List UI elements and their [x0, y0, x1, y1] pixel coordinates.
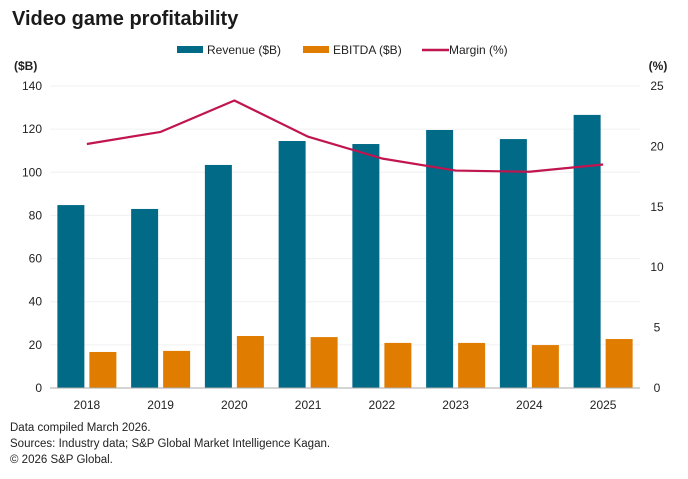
- y-left-tick-label: 80: [29, 208, 43, 222]
- chart-title: Video game profitability: [12, 8, 239, 30]
- y-left-tick-label: 100: [22, 165, 42, 179]
- chart-footer: Data compiled March 2026. Sources: Indus…: [10, 420, 330, 468]
- y-right-tick-label: 0: [654, 381, 661, 395]
- ebitda-bar: [163, 350, 191, 388]
- ebitda-bar: [531, 345, 559, 388]
- ebitda-bar: [605, 339, 633, 388]
- ebitda-bar: [458, 342, 486, 388]
- y-right-tick-label: 20: [650, 139, 664, 153]
- y-left-tick-label: 40: [29, 295, 43, 309]
- x-tick-label: 2018: [74, 398, 101, 412]
- y-right-tick-label: 15: [650, 200, 664, 214]
- y-left-tick-label: 140: [22, 79, 42, 93]
- y-left-tick-label: 0: [35, 381, 42, 395]
- y-left-tick-label: 60: [29, 252, 43, 266]
- x-tick-label: 2020: [221, 398, 248, 412]
- legend-label-margin: Margin (%): [449, 43, 508, 57]
- footer-copyright: © 2026 S&P Global.: [10, 454, 113, 466]
- y-left-tick-label: 20: [29, 338, 43, 352]
- x-tick-label: 2024: [516, 398, 543, 412]
- revenue-bar: [573, 114, 601, 389]
- y-right-tick-label: 25: [650, 79, 664, 93]
- ebitda-bar: [310, 337, 338, 388]
- y-right-tick-label: 10: [650, 260, 664, 274]
- revenue-bar: [204, 164, 232, 388]
- x-tick-label: 2023: [442, 398, 469, 412]
- ebitda-bar: [89, 351, 117, 388]
- margin-line: [86, 99, 604, 173]
- y-right-axis-label: (%): [649, 59, 668, 73]
- ebitda-bar: [384, 342, 412, 388]
- revenue-bar: [426, 130, 454, 388]
- x-tick-label: 2025: [590, 398, 617, 412]
- legend-swatch-revenue: [177, 46, 203, 53]
- footer-compiled-note: Data compiled March 2026.: [10, 422, 151, 434]
- y-left-tick-label: 120: [22, 122, 42, 136]
- y-right-tick-label: 5: [654, 321, 661, 335]
- revenue-bar: [499, 139, 527, 388]
- legend-swatch-ebitda: [303, 46, 329, 53]
- x-tick-label: 2021: [295, 398, 322, 412]
- legend-label-ebitda: EBITDA ($B): [333, 43, 402, 57]
- ebitda-bar: [236, 336, 264, 388]
- x-tick-label: 2022: [369, 398, 396, 412]
- x-tick-label: 2019: [147, 398, 174, 412]
- revenue-bar: [278, 141, 306, 388]
- y-left-axis-label: ($B): [14, 59, 37, 73]
- footer-sources: Sources: Industry data; S&P Global Marke…: [10, 438, 331, 450]
- legend-label-revenue: Revenue ($B): [207, 43, 281, 57]
- revenue-bar: [57, 205, 85, 388]
- revenue-bar: [131, 208, 159, 388]
- revenue-bar: [352, 144, 380, 388]
